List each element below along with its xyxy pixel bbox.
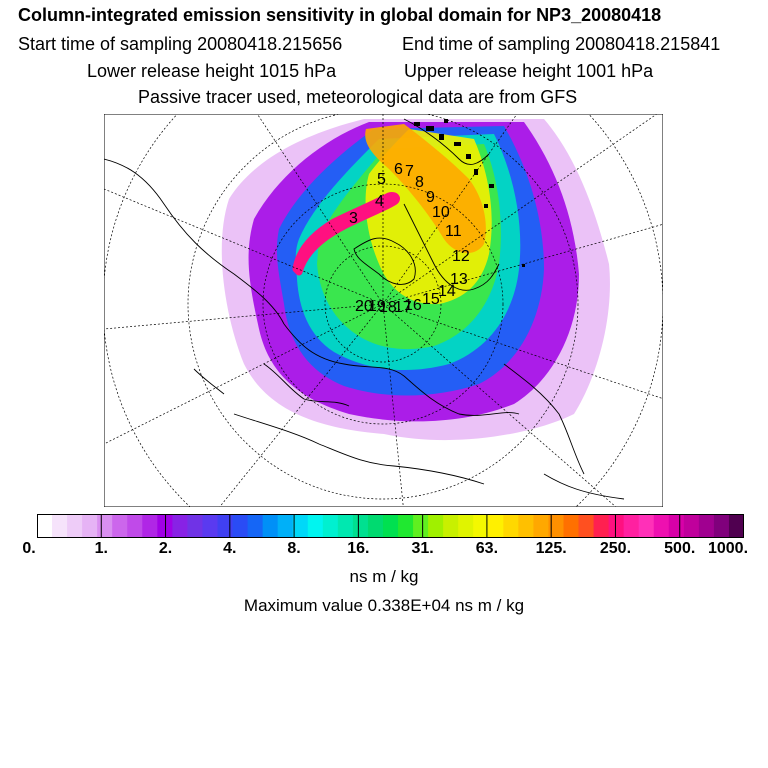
- colorbar-tick-label: 16.: [347, 540, 370, 557]
- trajectory-label: 4: [375, 193, 384, 210]
- colorbar-cell: [232, 514, 249, 538]
- colorbar-cell: [262, 514, 279, 538]
- colorbar: [37, 514, 744, 538]
- colorbar-cell: [142, 514, 158, 538]
- sampling-start: Start time of sampling 20080418.215656: [18, 34, 343, 54]
- colorbar-cell: [458, 514, 474, 538]
- colorbar-cell: [217, 514, 234, 538]
- colorbar-tick-label: 500.: [664, 540, 696, 557]
- colorbar-cell: [202, 514, 219, 538]
- colorbar-cell: [307, 514, 324, 538]
- colorbar-cell: [82, 514, 98, 538]
- colorbar-cell: [593, 514, 610, 538]
- colorbar-cell: [608, 514, 625, 538]
- colorbar-tick-label: 1.: [94, 540, 108, 557]
- colorbar-cell: [518, 514, 534, 538]
- unit-label: ns m / kg: [349, 567, 419, 586]
- trajectory-label: 10: [432, 204, 450, 221]
- trajectory-label: 12: [452, 248, 470, 265]
- colorbar-cell: [503, 514, 519, 538]
- colorbar-cell: [337, 514, 354, 538]
- colorbar-cell: [623, 514, 640, 538]
- upper-release-height: Upper release height 1001 hPa: [404, 61, 654, 81]
- lower-release-height: Lower release height 1015 hPa: [87, 61, 337, 81]
- colorbar-cell: [683, 514, 700, 538]
- colorbar-cell: [277, 514, 294, 538]
- colorbar-tick-label: 63.: [475, 540, 499, 557]
- trajectory-label: 14: [438, 283, 456, 300]
- colorbar-cell: [322, 514, 339, 538]
- sampling-end: End time of sampling 20080418.215841: [402, 34, 721, 54]
- colorbar-cell: [352, 514, 369, 538]
- colorbar-cell: [413, 514, 429, 538]
- trajectory-label: 13: [450, 271, 468, 288]
- maximum-value: Maximum value 0.338E+04 ns m / kg: [243, 596, 525, 615]
- colorbar-tick-label: 2.: [158, 540, 173, 557]
- colorbar-tick-label: 4.: [223, 540, 237, 557]
- colorbar-cell: [548, 514, 565, 538]
- colorbar-cell: [292, 514, 309, 538]
- sensitivity-field: [221, 119, 610, 441]
- colorbar-cell: [382, 514, 399, 538]
- trajectory-label: 7: [405, 163, 414, 180]
- island-specks: [414, 119, 525, 267]
- colorbar-cell: [473, 514, 489, 538]
- colorbar-cell: [367, 514, 384, 538]
- colorbar-cell: [698, 514, 715, 538]
- trajectory-label: 9: [426, 189, 435, 206]
- colorbar-cell: [172, 514, 189, 538]
- colorbar-cell: [67, 514, 83, 538]
- colorbar-tick-label: 0.: [22, 540, 36, 557]
- trajectory-label: 8: [415, 174, 424, 191]
- colorbar-cell: [52, 514, 68, 538]
- colorbar-tick-label: 1000.: [707, 540, 749, 557]
- graticule: [104, 114, 663, 507]
- colorbar-cell: [127, 514, 143, 538]
- colorbar-cell: [713, 514, 730, 538]
- colorbar-tick-label: 125.: [535, 540, 567, 557]
- colorbar-tick-label: 31.: [411, 540, 434, 557]
- colorbar-cell: [638, 514, 655, 538]
- colorbar-cell: [533, 514, 550, 538]
- colorbar-cell: [668, 514, 685, 538]
- colorbar-tick-label: 8.: [287, 540, 301, 557]
- field-peak-band: [292, 192, 400, 276]
- colorbar-cell: [443, 514, 459, 538]
- trajectory-label: 17: [394, 299, 412, 316]
- colorbar-cell: [398, 514, 414, 538]
- trajectory-label: 11: [445, 223, 462, 240]
- trajectory-label: 19: [368, 298, 386, 315]
- colorbar-cell: [563, 514, 580, 538]
- colorbar-cell: [728, 514, 744, 538]
- trajectory-label: 5: [377, 171, 386, 188]
- trajectory-label: 18: [379, 299, 397, 316]
- colorbar-cell: [37, 514, 53, 538]
- colorbar-cell: [488, 514, 504, 538]
- trajectory-label: 6: [394, 161, 403, 178]
- colorbar-cell: [112, 514, 128, 538]
- coastlines: [104, 118, 625, 500]
- trajectory-label: 20: [355, 298, 373, 315]
- colorbar-cell: [428, 514, 444, 538]
- tracer-note: Passive tracer used, meteorological data…: [138, 87, 578, 107]
- colorbar-tick-label: 250.: [599, 540, 632, 557]
- colorbar-cell: [247, 514, 264, 538]
- colorbar-cell: [97, 514, 113, 538]
- colorbar-cell: [578, 514, 595, 538]
- trajectory-label: 3: [349, 210, 358, 227]
- trajectory-label: 16: [404, 297, 422, 314]
- colorbar-cell: [653, 514, 670, 538]
- trajectory-label: 15: [422, 291, 440, 308]
- colorbar-cell: [187, 514, 204, 538]
- field-orange: [365, 124, 486, 254]
- plot-title: Column-integrated emission sensitivity i…: [18, 5, 662, 25]
